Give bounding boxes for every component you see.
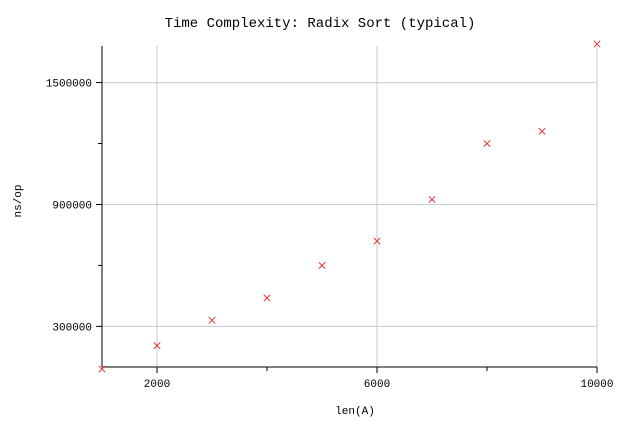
data-point xyxy=(483,139,491,148)
data-point xyxy=(538,127,546,135)
data-points xyxy=(98,40,601,373)
x-tick-label: 2000 xyxy=(144,379,170,391)
data-point xyxy=(263,294,271,302)
tick-labels: 2000 6000 10000 300000 900000 1500000 xyxy=(46,79,614,391)
x-tick-label: 10000 xyxy=(580,379,613,391)
y-tick-label: 300000 xyxy=(52,322,92,334)
y-axis-label: ns/op xyxy=(13,184,25,217)
data-point xyxy=(208,316,216,324)
axes xyxy=(96,46,598,373)
grid-lines xyxy=(102,46,598,367)
y-tick-label: 1500000 xyxy=(46,79,92,91)
x-axis-label: len(A) xyxy=(335,406,375,418)
data-point xyxy=(98,365,106,373)
chart-title: Time Complexity: Radix Sort (typical) xyxy=(165,16,476,32)
data-point xyxy=(318,261,326,269)
data-point xyxy=(153,342,161,350)
y-tick-label: 900000 xyxy=(52,200,92,212)
data-point xyxy=(373,237,381,245)
x-tick-label: 6000 xyxy=(364,379,390,391)
data-point xyxy=(428,195,436,203)
data-point xyxy=(593,40,601,48)
